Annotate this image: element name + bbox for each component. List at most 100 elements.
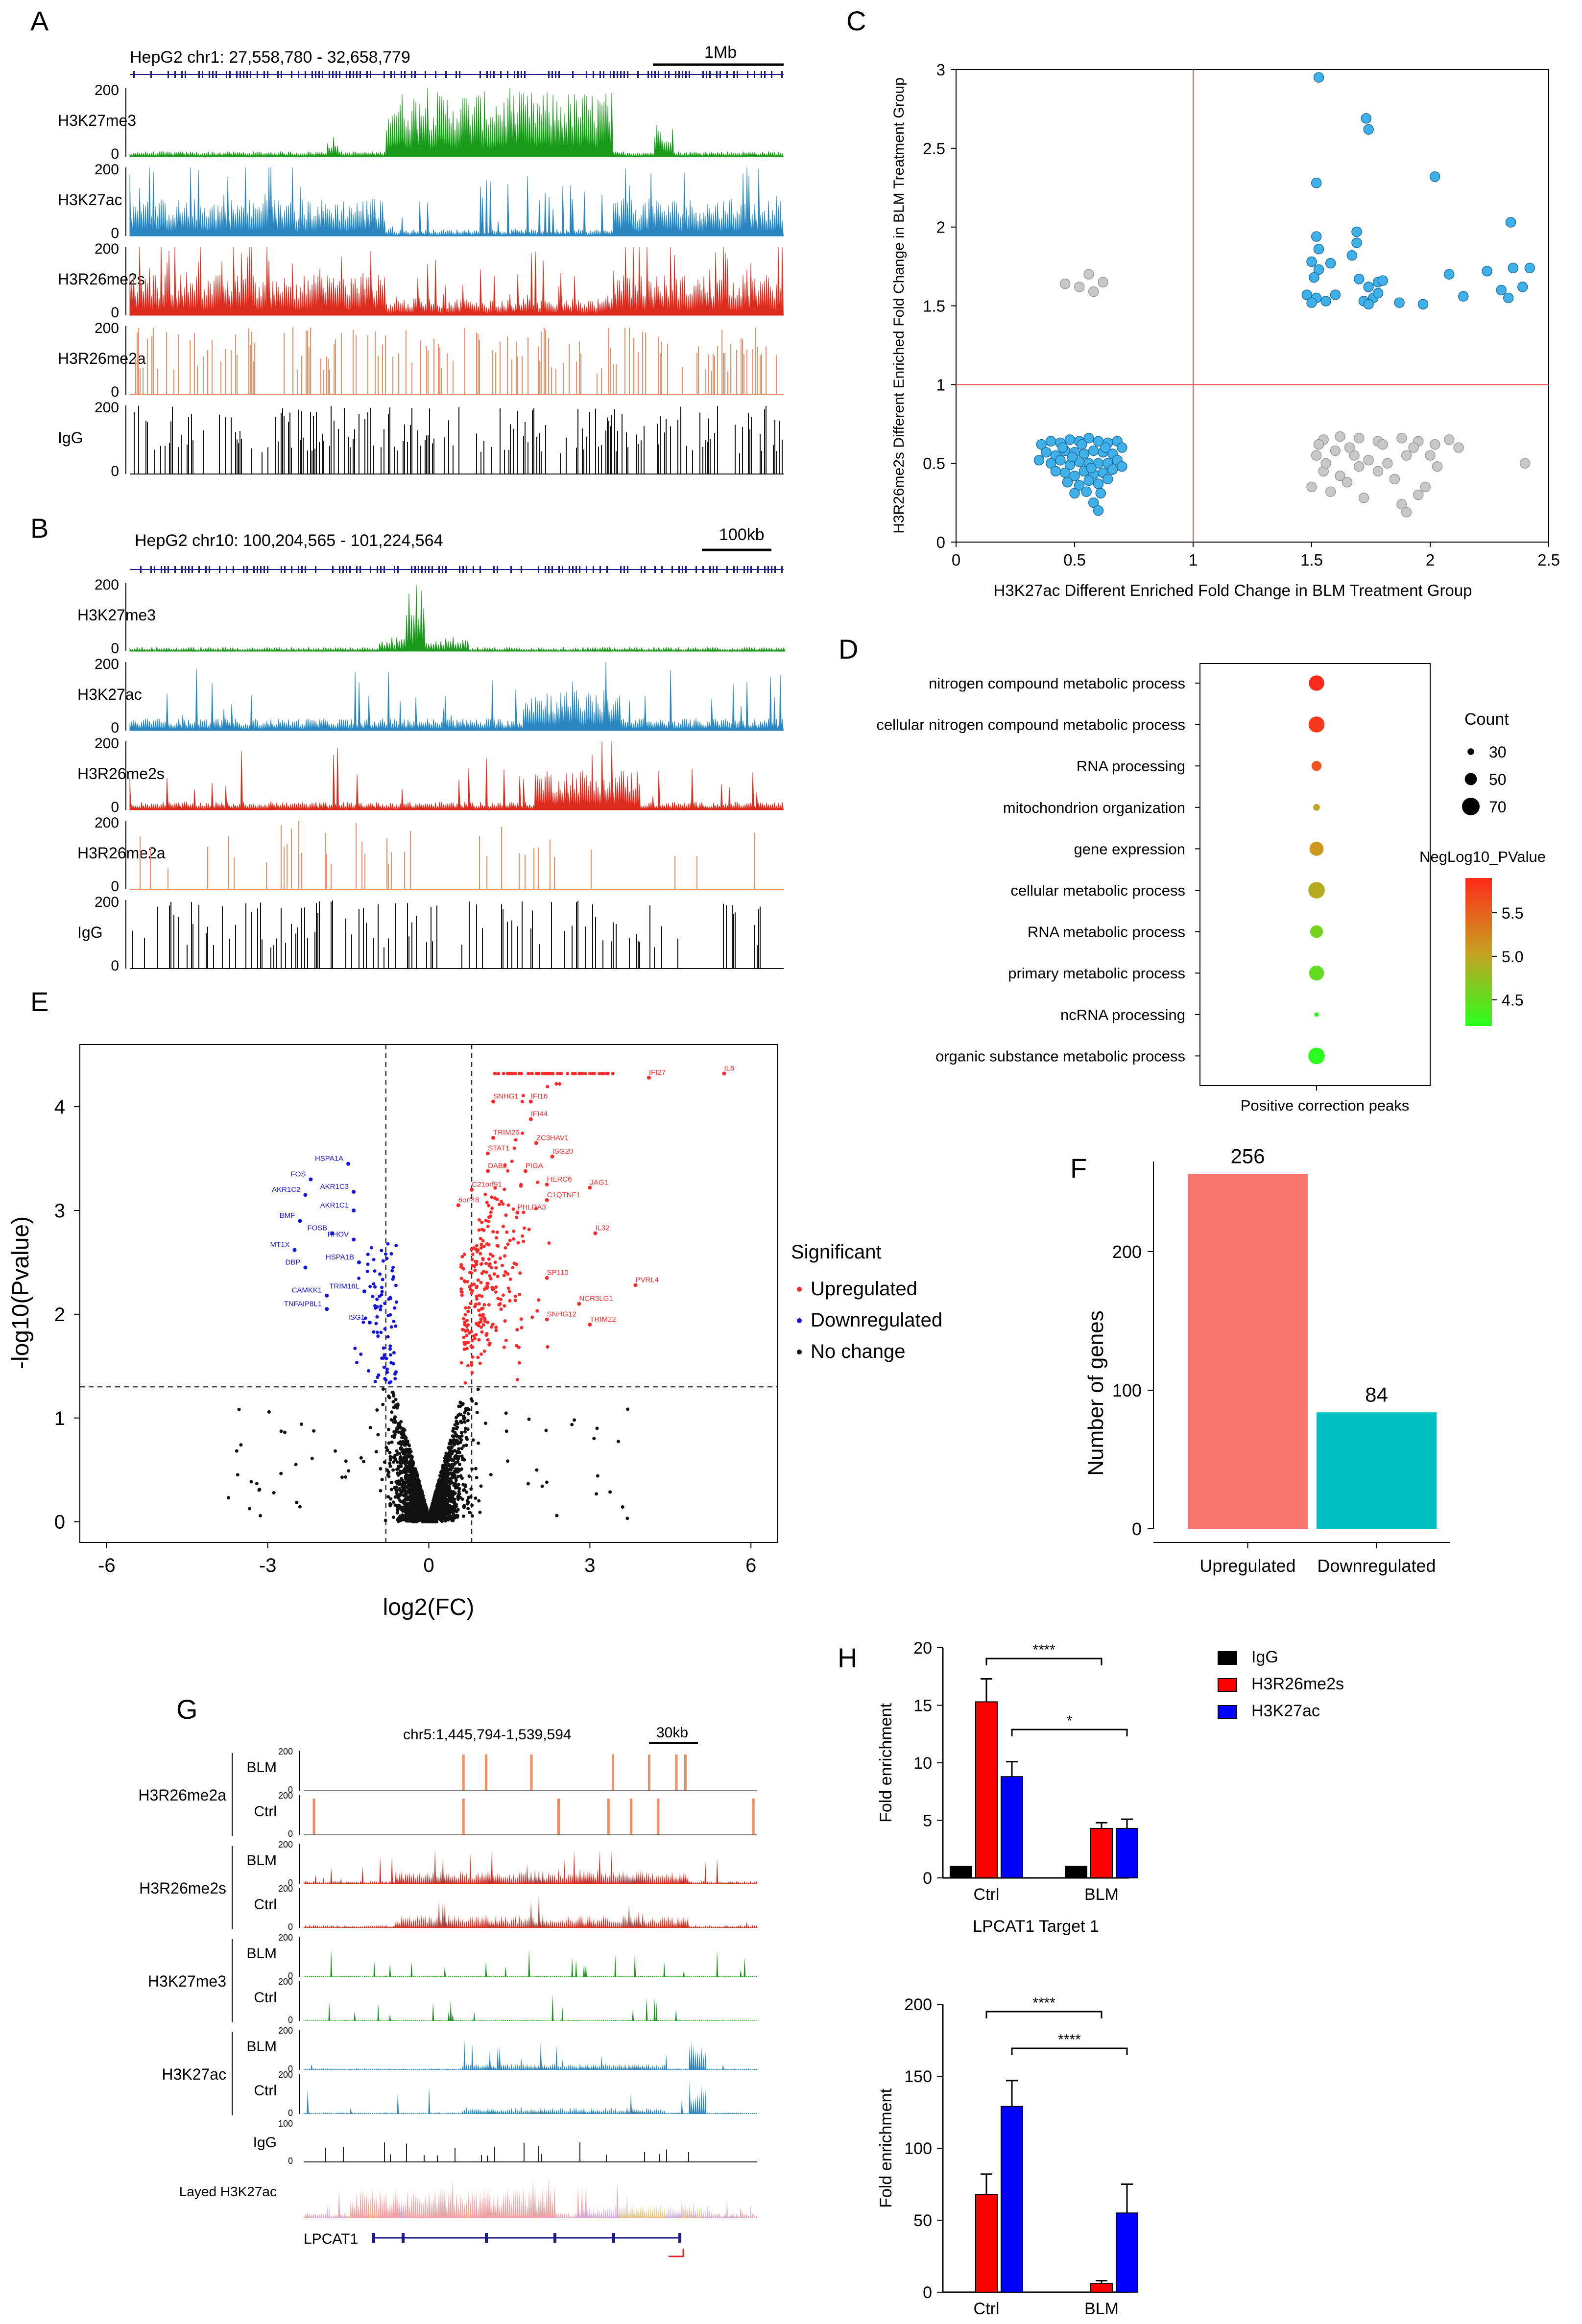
panel-e-point (392, 1435, 396, 1439)
panel-e-point (380, 1356, 384, 1360)
panel-e-point (487, 1264, 491, 1268)
panel-e-point (389, 1252, 393, 1256)
panel-e-point (484, 1261, 488, 1265)
panel-d-size-legend-label: 70 (1489, 798, 1507, 816)
panel-e-point (401, 1470, 405, 1474)
panel-e-point (504, 1429, 508, 1433)
panel-e-point (466, 1280, 470, 1283)
panel-e-point (466, 1309, 470, 1313)
panel-b-gene-exon (431, 566, 433, 573)
panel-e-point (489, 1210, 493, 1214)
panel-a-gene-exon (318, 71, 320, 78)
panel-b-gene-exon (493, 566, 495, 573)
panel-a-gene-exon (781, 71, 783, 78)
panel-e-point (459, 1290, 463, 1294)
panel-h-bar: 0 5 10 15 20 Fold enrichment Ctrl BLM LPCAT1 Tar… (877, 1639, 1344, 2318)
panel-e-point (389, 1418, 393, 1422)
panel-c-point (1059, 278, 1071, 289)
panel-e-point (409, 1454, 413, 1458)
panel-g-scale-label: 30kb (656, 1725, 688, 1741)
panel-h-bar (1116, 2212, 1138, 2293)
panel-e-point (479, 1325, 483, 1329)
panel-b-track-signal (130, 900, 784, 969)
panel-e-gene-label: IFI44 (531, 1110, 548, 1118)
panel-e-point (373, 1379, 377, 1383)
panel-e-point (488, 1274, 492, 1278)
panel-e-point (392, 1430, 396, 1434)
panel-e-point (541, 1071, 545, 1075)
panel-c-point (1088, 286, 1099, 297)
panel-e-point (453, 1430, 457, 1434)
panel-a-gene-exon (761, 71, 762, 78)
panel-e-point (466, 1340, 470, 1344)
panel-c-point (1432, 461, 1443, 472)
panel-e-point (508, 1238, 512, 1242)
panel-h-ytick-label: 150 (904, 2067, 932, 2086)
panel-c-point (1074, 282, 1085, 292)
panel-e-point (596, 1474, 599, 1478)
panel-e-point (391, 1277, 395, 1281)
panel-a-gene-exon (277, 71, 279, 78)
panel-h-ytick-label: 50 (913, 2211, 932, 2230)
panel-e-point (487, 1243, 491, 1247)
panel-c-point (1519, 458, 1531, 469)
panel-b-gene-exon (150, 566, 152, 573)
panel-e-point (453, 1497, 456, 1501)
panel-e-point (385, 1371, 389, 1375)
panel-e-point (366, 1262, 370, 1266)
panel-b-track-min-label: 0 (111, 799, 119, 815)
panel-g-row-label: BLM (246, 2039, 277, 2055)
panel-g-layered-signal (304, 2177, 758, 2218)
panel-h-bar (975, 1701, 998, 1878)
panel-b-gene-exon (593, 566, 594, 573)
panel-e-point (399, 1515, 403, 1518)
panel-c-point (1306, 481, 1317, 493)
panel-b-gene-exon (757, 566, 759, 573)
panel-b-gene-exon (781, 566, 783, 573)
panel-e-point (372, 1330, 376, 1334)
panel-a-track-min-label: 0 (111, 384, 119, 400)
panel-h-ylabel: Fold enrichment (877, 1703, 895, 1823)
panel-e-point (400, 1434, 404, 1438)
panel-e-point (475, 1259, 479, 1263)
panel-e-point (443, 1478, 447, 1482)
panel-a-gene-exon (603, 71, 604, 78)
panel-d-plot-frame (1199, 663, 1431, 1086)
panel-e-gene-label: FOSB (307, 1224, 327, 1233)
panel-a-gene-exon (617, 71, 618, 78)
panel-h-ylabel: Fold enrichment (877, 2088, 895, 2208)
panel-d-colorbar-label: 5.5 (1502, 904, 1523, 922)
panel-a-gene-exon (298, 71, 299, 78)
panel-e-point (602, 1071, 606, 1075)
panel-b-gene-exon (747, 566, 748, 573)
panel-e-point (493, 1260, 497, 1264)
panel-c-point (1093, 505, 1104, 516)
panel-c-point (1354, 461, 1365, 472)
panel-e-labeled-point (593, 1231, 598, 1235)
panel-b-gene-exon (538, 566, 539, 573)
panel-g-row-label: Ctrl (254, 2083, 277, 2099)
panel-e-point (501, 1202, 505, 1206)
panel-e-point (455, 1510, 458, 1514)
panel-b-gene-exon (438, 566, 440, 573)
panel-e-point (493, 1071, 497, 1075)
panel-e-point (472, 1334, 476, 1338)
panel-g-row-label: BLM (246, 1945, 277, 1962)
panel-e-point (355, 1360, 359, 1364)
panel-a-track-name: H3K27ac (58, 191, 122, 209)
panel-e-labeled-point (367, 1320, 372, 1325)
panel-e-labeled-point (523, 1169, 527, 1173)
panel-h-ytick-label: 10 (913, 1754, 932, 1773)
panel-e-point (387, 1394, 391, 1398)
panel-a-gene-exon (229, 71, 231, 78)
panel-e-point (461, 1401, 465, 1405)
panel-d-go-dotplot: Positive correction peaks nitrogen compo… (876, 663, 1546, 1114)
panel-e-legend-label: No change (811, 1341, 905, 1362)
panel-a-gene-exon (716, 71, 718, 78)
panel-d-term-label: RNA processing (1077, 758, 1185, 775)
panel-b-gene-exon (743, 566, 745, 573)
panel-e-point (392, 1394, 396, 1398)
panel-e-point (446, 1501, 450, 1505)
